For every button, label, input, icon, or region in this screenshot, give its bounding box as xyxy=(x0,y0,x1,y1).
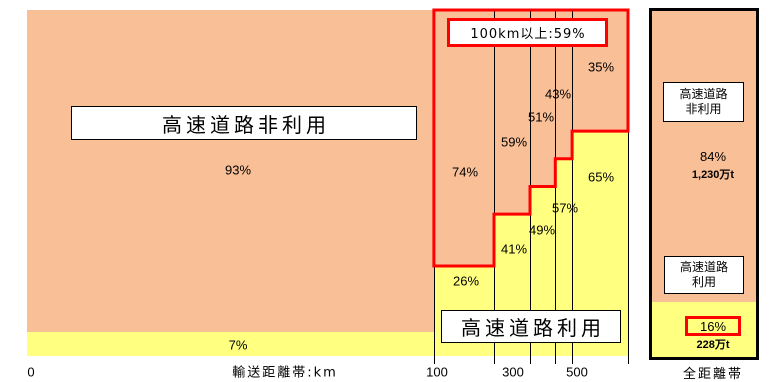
value-label-highway-band-5: 57% xyxy=(552,201,578,216)
total-label-non-highway-line-2: 非利用 xyxy=(685,102,722,116)
highlight-callout: 100km以上:59% xyxy=(447,18,608,47)
value-label-non-highway-band-3: 59% xyxy=(501,135,527,150)
value-label-highway-band-1: 7% xyxy=(229,338,248,353)
total-value-highway-number: 16 xyxy=(699,318,715,334)
highlight-100km-plus-outline xyxy=(432,8,630,268)
bar-highway-band-1 xyxy=(27,331,434,356)
x-tick-label-1: 0 xyxy=(27,365,34,380)
total-bar-x-label: 全距離帯 xyxy=(682,367,743,382)
total-value-non-highway-number: 84 xyxy=(699,149,715,164)
total-value-non-highway-unit: % xyxy=(714,149,727,164)
total-label-non-highway: 高速道路 非利用 xyxy=(663,82,744,122)
series-label-highway: 高速道路利用 xyxy=(441,310,621,343)
value-label-non-highway-band-2: 74% xyxy=(452,165,478,180)
total-label-highway: 高速道路 利用 xyxy=(664,256,744,294)
total-value-non-highway: 84% xyxy=(683,149,743,165)
total-value-highway-unit: % xyxy=(714,318,727,334)
value-label-highway-band-6: 65% xyxy=(588,170,614,185)
bar-non-highway-band-2 xyxy=(433,10,494,267)
value-label-highway-band-3: 41% xyxy=(501,242,527,257)
x-axis-tick-labels: 0 100 300 500 xyxy=(27,365,587,380)
value-label-non-highway-band-1: 93% xyxy=(225,163,251,178)
value-label-non-highway-band-4: 51% xyxy=(528,110,554,125)
value-label-highway-band-4: 49% xyxy=(529,223,555,238)
value-label-non-highway-band-6: 35% xyxy=(588,60,614,75)
bar-non-highway-band-5 xyxy=(555,10,573,159)
total-value-highway-highlight-box: 16% xyxy=(685,316,741,336)
total-bar-non-highway xyxy=(652,11,756,302)
total-label-non-highway-line-1: 高速道路 xyxy=(679,87,728,101)
x-tick-label-3: 300 xyxy=(502,365,524,380)
series-label-non-highway: 高速道路非利用 xyxy=(71,106,417,140)
stacked-bars xyxy=(27,10,628,356)
all-distance-bar xyxy=(649,8,759,360)
value-labels: 93% 7% 74% 26% 59% 41% 51% 49% 43% 57% 35% 65% xyxy=(225,60,614,353)
value-label-non-highway-band-5: 43% xyxy=(545,87,571,102)
x-tick-label-2: 100 xyxy=(426,365,448,380)
bar-non-highway-band-1 xyxy=(27,10,434,332)
highlight-outline-group xyxy=(432,8,630,268)
total-amount-non-highway: 1,230万t xyxy=(691,169,735,181)
total-label-highway-line-1: 高速道路 xyxy=(679,260,728,274)
x-tick-label-4: 500 xyxy=(566,365,588,380)
x-axis-label: 輸送距離帯:km xyxy=(232,366,338,381)
value-label-highway-band-2: 26% xyxy=(453,274,479,289)
bar-highway-band-5 xyxy=(555,158,573,356)
total-amount-highway: 228万t xyxy=(696,339,730,351)
total-label-highway-line-2: 利用 xyxy=(691,275,716,289)
